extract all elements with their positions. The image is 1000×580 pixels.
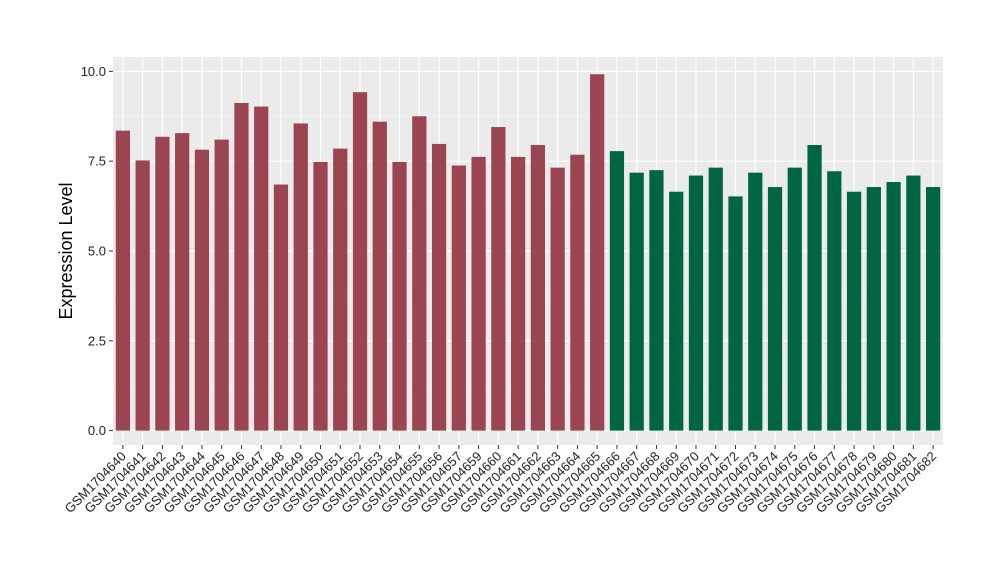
bar-GSM1704642: [155, 136, 170, 431]
bar-GSM1704666: [609, 151, 625, 431]
y-axis: 0.0 2.5 5.0 7.5 10.0: [81, 64, 113, 438]
bar-GSM1704675: [787, 167, 802, 431]
y-tick-label: 0.0: [88, 423, 106, 438]
bar-GSM1704640: [115, 130, 130, 431]
bar-GSM1704678: [846, 191, 862, 431]
bar-GSM1704669: [669, 191, 684, 431]
bar-GSM1704651: [333, 148, 348, 431]
bar-GSM1704682: [926, 187, 941, 431]
bar-GSM1704680: [886, 182, 901, 431]
y-tick-label: 7.5: [88, 154, 106, 169]
bar-GSM1704661: [511, 156, 526, 431]
bar-GSM1704679: [866, 187, 881, 431]
bar-GSM1704657: [451, 165, 466, 431]
bar-GSM1704655: [412, 116, 427, 431]
bar-GSM1704659: [471, 156, 486, 431]
bar-GSM1704652: [352, 92, 368, 431]
bar-GSM1704645: [214, 139, 229, 431]
bar-GSM1704641: [135, 160, 150, 431]
y-tick-label: 5.0: [88, 244, 106, 259]
bar-GSM1704654: [392, 161, 407, 431]
bar-GSM1704660: [491, 127, 506, 431]
bars: [115, 74, 941, 431]
bar-GSM1704662: [530, 145, 545, 431]
bar-GSM1704643: [175, 133, 190, 431]
bar-GSM1704649: [293, 123, 308, 431]
bar-GSM1704656: [431, 143, 447, 431]
x-axis: GSM1704640GSM1704641GSM1704642GSM1704643…: [62, 445, 939, 516]
bar-GSM1704674: [767, 187, 783, 431]
bar-GSM1704670: [688, 175, 704, 431]
bar-GSM1704663: [550, 167, 565, 431]
bar-GSM1704653: [372, 121, 387, 431]
bar-GSM1704647: [254, 106, 269, 431]
y-axis-title: Expression Level: [56, 182, 76, 319]
bar-GSM1704677: [827, 171, 842, 431]
y-tick-label: 10.0: [81, 64, 106, 79]
bar-GSM1704673: [748, 172, 763, 431]
bar-GSM1704650: [313, 161, 328, 431]
bar-GSM1704667: [629, 172, 644, 431]
bar-GSM1704665: [590, 74, 605, 431]
bar-GSM1704672: [728, 196, 743, 431]
bar-GSM1704681: [906, 175, 921, 431]
bar-GSM1704676: [807, 145, 822, 431]
y-tick-label: 2.5: [88, 333, 106, 348]
bar-GSM1704644: [194, 149, 210, 431]
bar-GSM1704646: [234, 102, 249, 431]
bar-GSM1704648: [273, 184, 289, 431]
bar-GSM1704671: [708, 167, 723, 431]
bar-GSM1704668: [649, 170, 664, 431]
bar-GSM1704664: [570, 154, 585, 431]
